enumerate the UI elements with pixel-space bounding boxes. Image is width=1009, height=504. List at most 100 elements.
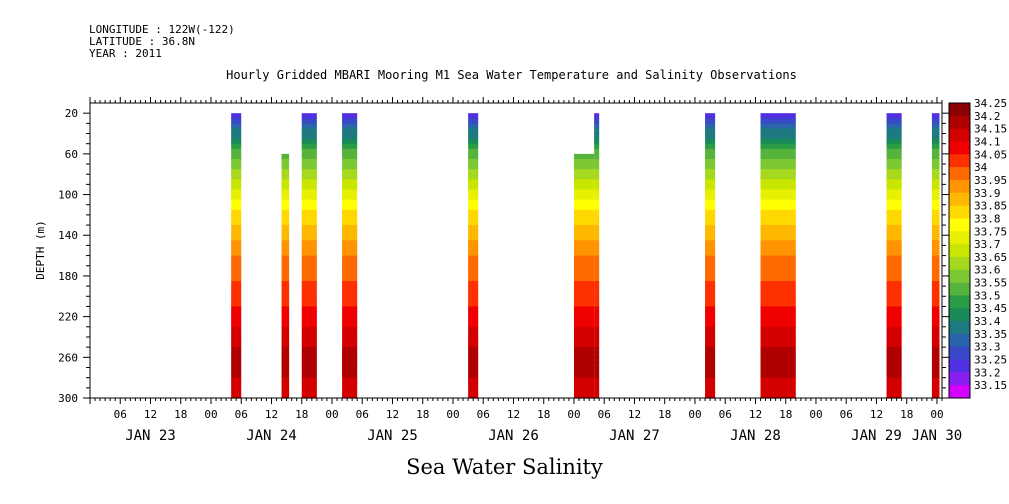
data-cell [301,281,317,287]
data-cell [594,250,600,257]
data-cell [886,189,902,196]
data-cell [594,321,600,328]
data-cell [886,143,902,150]
data-cell [301,362,317,369]
colorbar-swatch [949,205,970,219]
data-cell [342,189,358,196]
x-day-label: JAN 26 [488,428,539,444]
data-cell [886,235,902,241]
data-cell [573,357,595,363]
data-cell [594,148,600,155]
data-cell [886,321,902,328]
data-cell [342,392,358,399]
data-cell [573,209,595,216]
data-cell [231,219,242,226]
data-cell [594,128,600,135]
data-cell [573,301,595,308]
data-cell [573,306,595,313]
data-cell [573,260,595,267]
data-cell [705,265,716,272]
data-cell [573,245,595,252]
data-cell [468,179,479,185]
data-cell [573,326,595,333]
data-cell [281,347,290,353]
data-cell [886,392,902,399]
data-cell [281,352,290,358]
data-cell [886,184,902,191]
data-cell [468,260,479,267]
colorbar-label: 34.1 [974,136,1001,149]
data-cell [594,240,600,247]
data-cell [342,311,358,318]
data-cell [342,219,358,226]
data-cell [468,209,479,216]
data-cell [705,235,716,241]
colorbar-swatch [949,359,970,373]
data-cell [760,123,796,130]
data-cell [342,153,358,160]
data-cell [231,133,242,140]
data-cell [231,377,242,384]
data-cell [342,174,358,180]
data-cell [342,265,358,272]
y-tick-label: 140 [58,229,78,242]
x-tick-label: 12 [628,408,641,421]
data-cell [281,336,290,343]
data-cell [931,219,940,226]
data-cell [594,347,600,353]
data-cell [231,362,242,369]
data-cell [231,336,242,343]
data-cell [231,255,242,262]
data-cell [281,362,290,369]
data-cell [231,392,242,399]
data-cell [705,194,716,201]
data-cell [468,128,479,135]
data-cell [886,153,902,160]
colorbar-swatch [949,244,970,258]
data-cell [594,352,600,358]
data-cell [231,372,242,379]
data-cell [281,275,290,282]
data-cell [931,331,940,338]
data-cell [760,275,796,282]
data-cell [468,336,479,343]
data-cell [301,164,317,170]
data-cell [301,311,317,318]
data-cell [468,286,479,292]
data-cell [931,138,940,145]
data-cell [231,286,242,292]
data-cell [931,367,940,374]
data-cell [705,362,716,369]
data-column [594,113,600,399]
data-column [281,153,290,399]
data-column [468,113,479,399]
data-cell [342,123,358,130]
data-cell [931,225,940,231]
data-cell [705,189,716,196]
bottom-title: Sea Water Salinity [406,455,603,479]
data-cell [760,225,796,231]
x-tick-label: 18 [779,408,792,421]
colorbar-label: 33.3 [974,341,1001,354]
x-tick-label: 18 [295,408,308,421]
data-cell [931,342,940,348]
data-cell [931,133,940,140]
colorbar-swatch [949,308,970,322]
x-tick-label: 18 [537,408,550,421]
data-cell [468,255,479,262]
x-day-label: JAN 30 [912,428,963,444]
data-cell [760,189,796,196]
data-cell [231,311,242,318]
data-cell [760,158,796,165]
data-cell [301,143,317,150]
data-cell [231,342,242,348]
data-cell [231,250,242,257]
data-cell [931,306,940,313]
data-cell [705,306,716,313]
data-cell [281,281,290,287]
data-cell [281,306,290,313]
data-cell [231,291,242,297]
data-cell [231,316,242,323]
data-cell [886,362,902,369]
x-tick-label: 12 [749,408,762,421]
